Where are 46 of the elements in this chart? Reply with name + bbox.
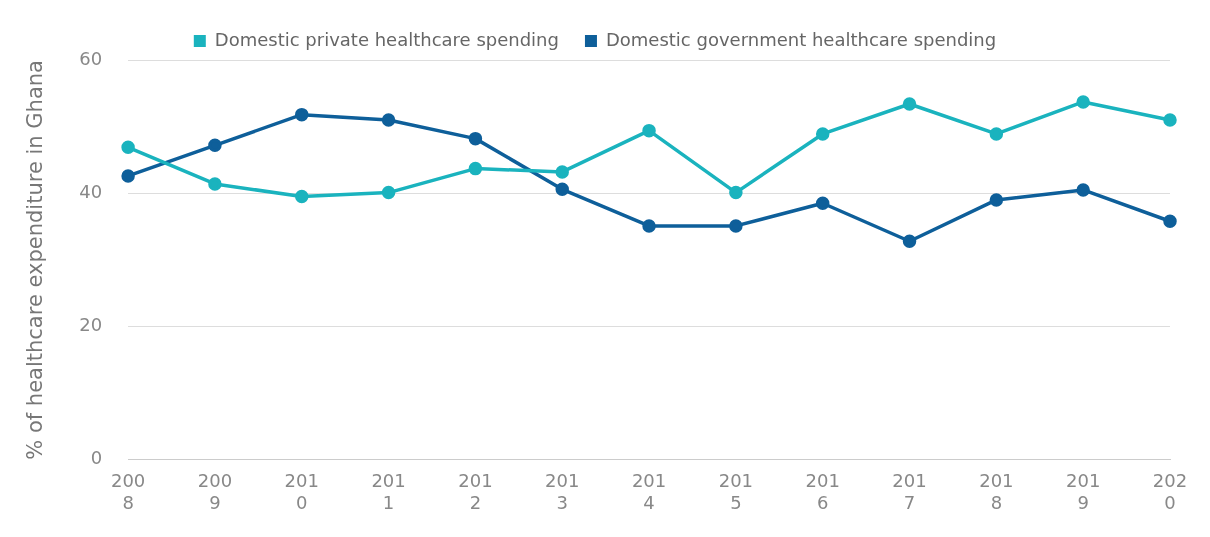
x-tick-label: 2014 <box>631 470 667 513</box>
y-tick-label: 40 <box>79 180 103 202</box>
point <box>815 196 830 211</box>
y-tick-label: 0 <box>90 447 103 469</box>
x-tick-label: 2017 <box>892 470 927 513</box>
point <box>208 138 222 153</box>
point <box>121 169 135 183</box>
point <box>381 113 396 127</box>
point <box>208 177 222 191</box>
x-tick-label: 2009 <box>197 470 233 513</box>
x-tick-label: 2013 <box>545 470 580 513</box>
point <box>902 234 917 248</box>
y-axis-title: % of healthcare expenditure in Ghana <box>23 60 48 460</box>
point <box>295 107 309 122</box>
point <box>468 131 483 146</box>
x-tick-label: 2015 <box>718 470 754 513</box>
point <box>121 140 135 155</box>
point <box>468 161 483 176</box>
y-tick-label: 60 <box>79 47 103 69</box>
x-tick-label: 2011 <box>371 470 406 513</box>
x-tick-label: 2010 <box>284 470 319 513</box>
x-tick-label: 2012 <box>458 470 493 513</box>
point <box>729 219 743 233</box>
point <box>815 127 830 141</box>
point <box>1163 113 1177 127</box>
x-tick-label: 2008 <box>110 470 146 513</box>
point <box>1076 183 1090 197</box>
point <box>729 185 743 200</box>
point <box>642 219 656 233</box>
point <box>642 123 656 138</box>
x-tick-label: 2020 <box>1152 470 1188 513</box>
point <box>555 165 569 179</box>
point <box>381 185 396 200</box>
point <box>295 189 309 204</box>
point <box>555 182 569 197</box>
point <box>902 97 917 111</box>
point <box>1163 214 1177 228</box>
point <box>1076 95 1090 109</box>
y-tick-label: 20 <box>79 314 103 336</box>
x-tick-label: 2016 <box>805 470 840 513</box>
point <box>989 127 1004 141</box>
point <box>989 193 1004 207</box>
legend-label: Domestic private healthcare spending <box>214 28 559 50</box>
x-tick-label: 2018 <box>979 470 1014 513</box>
legend-label: Domestic government healthcare spending <box>605 28 997 50</box>
x-tick-label: 2019 <box>1066 470 1101 513</box>
